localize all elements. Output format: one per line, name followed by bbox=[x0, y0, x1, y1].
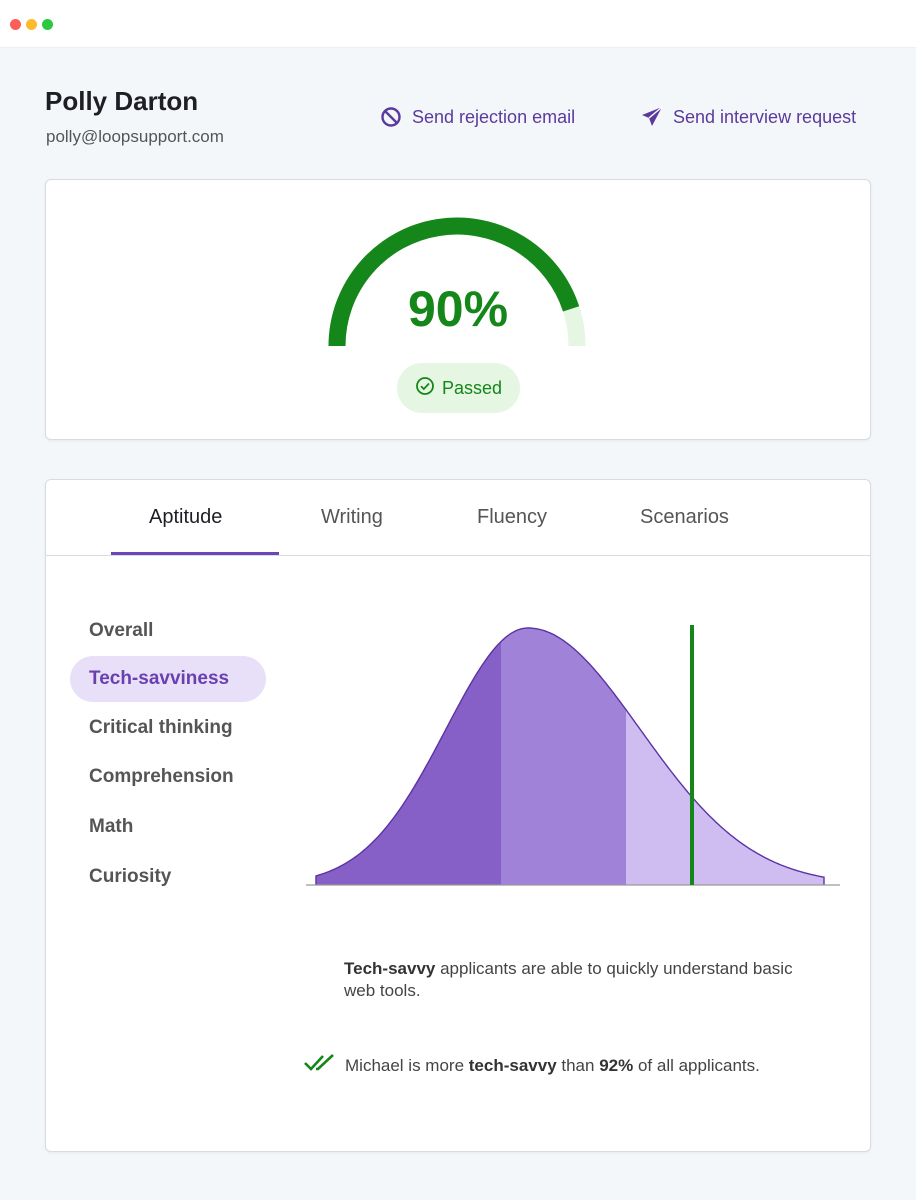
category-critical-thinking[interactable]: Critical thinking bbox=[89, 717, 233, 738]
tab-writing[interactable]: Writing bbox=[321, 506, 383, 528]
comparison-suffix: of all applicants. bbox=[633, 1055, 760, 1075]
double-check-icon bbox=[303, 1053, 337, 1078]
category-curiosity[interactable]: Curiosity bbox=[89, 866, 172, 887]
score-value: 90% bbox=[407, 281, 509, 337]
comparison-term: tech-savvy bbox=[468, 1055, 557, 1075]
status-badge: Passed bbox=[397, 363, 520, 413]
window-minimize-button[interactable] bbox=[26, 19, 37, 30]
score-gauge bbox=[328, 217, 586, 347]
distribution-band-low bbox=[316, 628, 501, 885]
send-interview-request-label: Send interview request bbox=[673, 106, 857, 127]
comparison-middle: than bbox=[556, 1055, 600, 1075]
comparison-prefix: Michael is more bbox=[345, 1055, 469, 1075]
candidate-name: Polly Darton bbox=[45, 86, 199, 116]
send-rejection-email-button[interactable]: Send rejection email bbox=[380, 104, 575, 130]
score-card: 90% Passed bbox=[45, 179, 871, 440]
aptitude-details-card: Aptitude Writing Fluency Scenarios Overa… bbox=[45, 479, 871, 1152]
description-text: applicants are able to quickly understan… bbox=[344, 959, 793, 1000]
distribution-curve bbox=[315, 627, 825, 885]
check-circle-icon bbox=[415, 376, 435, 401]
send-rejection-email-label: Send rejection email bbox=[412, 106, 576, 127]
comparison-statement: Michael is more tech-savvy than 92% of a… bbox=[303, 1053, 863, 1078]
category-comprehension[interactable]: Comprehension bbox=[89, 766, 234, 787]
send-interview-request-button[interactable]: Send interview request bbox=[641, 104, 856, 130]
window-titlebar bbox=[0, 0, 916, 48]
score-gauge-fill bbox=[328, 217, 580, 347]
category-overall[interactable]: Overall bbox=[89, 620, 154, 641]
distribution-band-mid bbox=[501, 628, 626, 885]
tab-bar: Aptitude Writing Fluency Scenarios bbox=[46, 480, 870, 556]
window-close-button[interactable] bbox=[10, 19, 21, 30]
description-term: Tech-savvy bbox=[344, 959, 436, 978]
active-tab-indicator bbox=[111, 552, 279, 555]
tab-scenarios[interactable]: Scenarios bbox=[640, 506, 729, 528]
ban-icon bbox=[380, 106, 402, 128]
category-description: Tech-savvy applicants are able to quickl… bbox=[344, 958, 824, 1002]
candidate-email: polly@loopsupport.com bbox=[46, 127, 224, 146]
category-math[interactable]: Math bbox=[89, 816, 134, 837]
comparison-percent: 92% bbox=[599, 1055, 634, 1075]
paper-plane-icon bbox=[641, 106, 663, 128]
distribution-chart bbox=[306, 625, 840, 886]
status-label: Passed bbox=[441, 377, 503, 398]
tab-fluency[interactable]: Fluency bbox=[477, 506, 548, 528]
category-tech-savviness[interactable]: Tech-savviness bbox=[70, 656, 266, 702]
tab-aptitude[interactable]: Aptitude bbox=[149, 506, 223, 528]
window-maximize-button[interactable] bbox=[42, 19, 53, 30]
